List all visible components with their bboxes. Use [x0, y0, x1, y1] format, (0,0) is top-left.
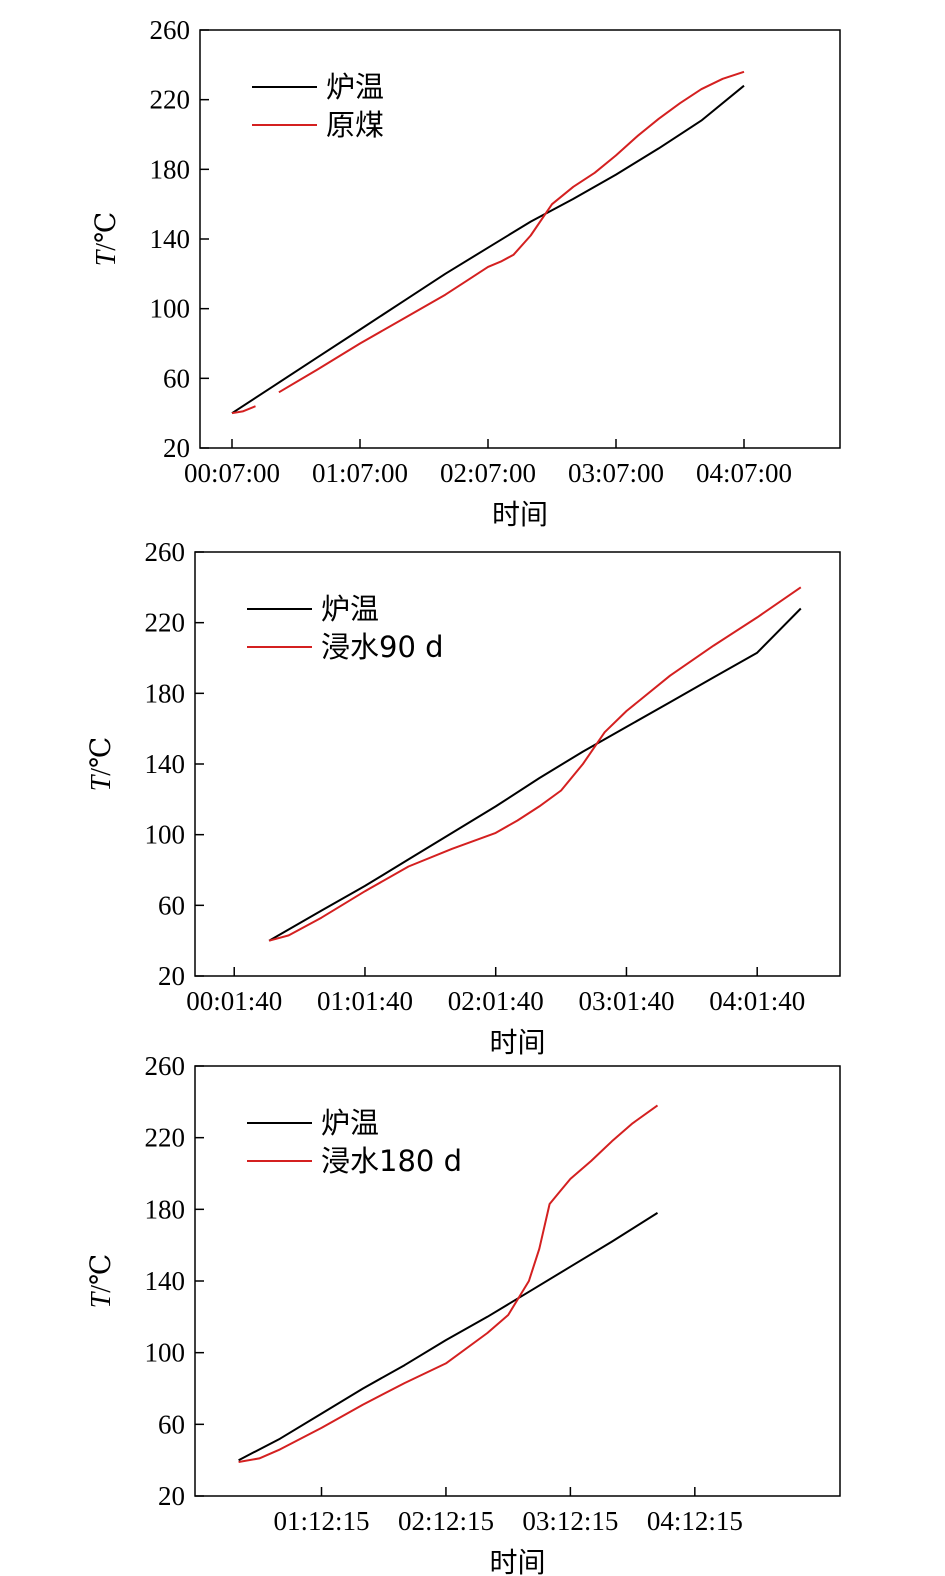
x-tick-label: 03:07:00	[568, 458, 664, 488]
y-axis-title: T/℃	[86, 1254, 117, 1309]
x-axis-title: 时间	[489, 1546, 545, 1576]
series-line-1	[238, 1212, 659, 1462]
y-axis-title: T/℃	[91, 212, 122, 267]
series-line-2	[238, 1104, 659, 1463]
series-line-2-seg2	[278, 70, 745, 394]
legend-label-2: 原煤	[326, 108, 384, 142]
y-tick-label: 260	[145, 537, 186, 567]
y-tick-label: 140	[150, 224, 191, 254]
x-tick-label: 00:07:00	[184, 458, 280, 488]
x-tick-label: 01:12:15	[274, 1506, 370, 1536]
x-tick-label: 04:07:00	[696, 458, 792, 488]
y-axis-variable: T	[86, 1290, 117, 1308]
legend-label-1: 炉温	[321, 592, 379, 626]
y-tick-label: 20	[158, 961, 185, 991]
legend-label-2: 浸水90 d	[321, 630, 444, 664]
y-axis-variable: T	[86, 773, 117, 791]
y-tick-label: 60	[158, 890, 185, 920]
x-tick-label: 00:01:40	[186, 986, 282, 1016]
series-line-1	[231, 84, 745, 415]
y-tick-label: 60	[163, 363, 190, 393]
y-tick-label: 180	[145, 678, 186, 708]
y-tick-label: 60	[158, 1409, 185, 1439]
y-tick-label: 100	[145, 1338, 186, 1368]
chart-panel-1: 20 60 100 140 180 220 260 00:07:00 01:07:00 02:07…	[91, 15, 841, 531]
y-axis-title: T/℃	[86, 737, 117, 792]
x-tick-label: 02:07:00	[440, 458, 536, 488]
x-axis-title: 时间	[489, 1026, 545, 1059]
y-tick-label: 260	[145, 1051, 186, 1081]
x-tick-label: 01:07:00	[312, 458, 408, 488]
y-tick-label: 220	[145, 608, 186, 638]
x-axis-title: 时间	[492, 498, 548, 531]
legend-label-1: 炉温	[326, 70, 384, 104]
y-tick-label: 100	[150, 294, 191, 324]
x-tick-label: 01:01:40	[317, 986, 413, 1016]
plot-frame	[199, 29, 841, 449]
y-axis-variable: T	[91, 248, 122, 266]
plot-frame	[194, 551, 841, 977]
y-axis-unit: /℃	[86, 737, 117, 776]
chart-panel-3: 20 60 100 140 180 220 260 01:12:15 02:12:15 03:12…	[86, 1051, 841, 1576]
y-tick-label: 180	[145, 1194, 186, 1224]
y-tick-label: 100	[145, 820, 186, 850]
series-line-2	[268, 586, 802, 942]
chart-panel-2: 20 60 100 140 180 220 260 00:01:40 01:01:40 02:01…	[86, 537, 841, 1059]
x-tick-label: 02:12:15	[398, 1506, 494, 1536]
legend-label-1: 炉温	[321, 1106, 379, 1140]
series-line-2-seg1	[231, 405, 256, 415]
x-tick-label: 03:12:15	[522, 1506, 618, 1536]
y-axis-unit: /℃	[86, 1254, 117, 1293]
y-axis-unit: /℃	[91, 212, 122, 251]
y-tick-label: 180	[150, 154, 191, 184]
y-tick-label: 140	[145, 749, 186, 779]
x-tick-label: 02:01:40	[448, 986, 544, 1016]
x-tick-label: 03:01:40	[578, 986, 674, 1016]
x-tick-label: 04:12:15	[647, 1506, 743, 1536]
y-tick-label: 20	[158, 1481, 185, 1511]
y-tick-label: 260	[150, 15, 191, 45]
x-tick-label: 04:01:40	[709, 986, 805, 1016]
y-tick-label: 220	[150, 85, 191, 115]
y-tick-label: 140	[145, 1266, 186, 1296]
y-tick-label: 20	[163, 433, 190, 463]
legend-label-2: 浸水180 d	[321, 1144, 462, 1178]
y-tick-label: 220	[145, 1123, 186, 1153]
series-line-1	[268, 607, 802, 942]
